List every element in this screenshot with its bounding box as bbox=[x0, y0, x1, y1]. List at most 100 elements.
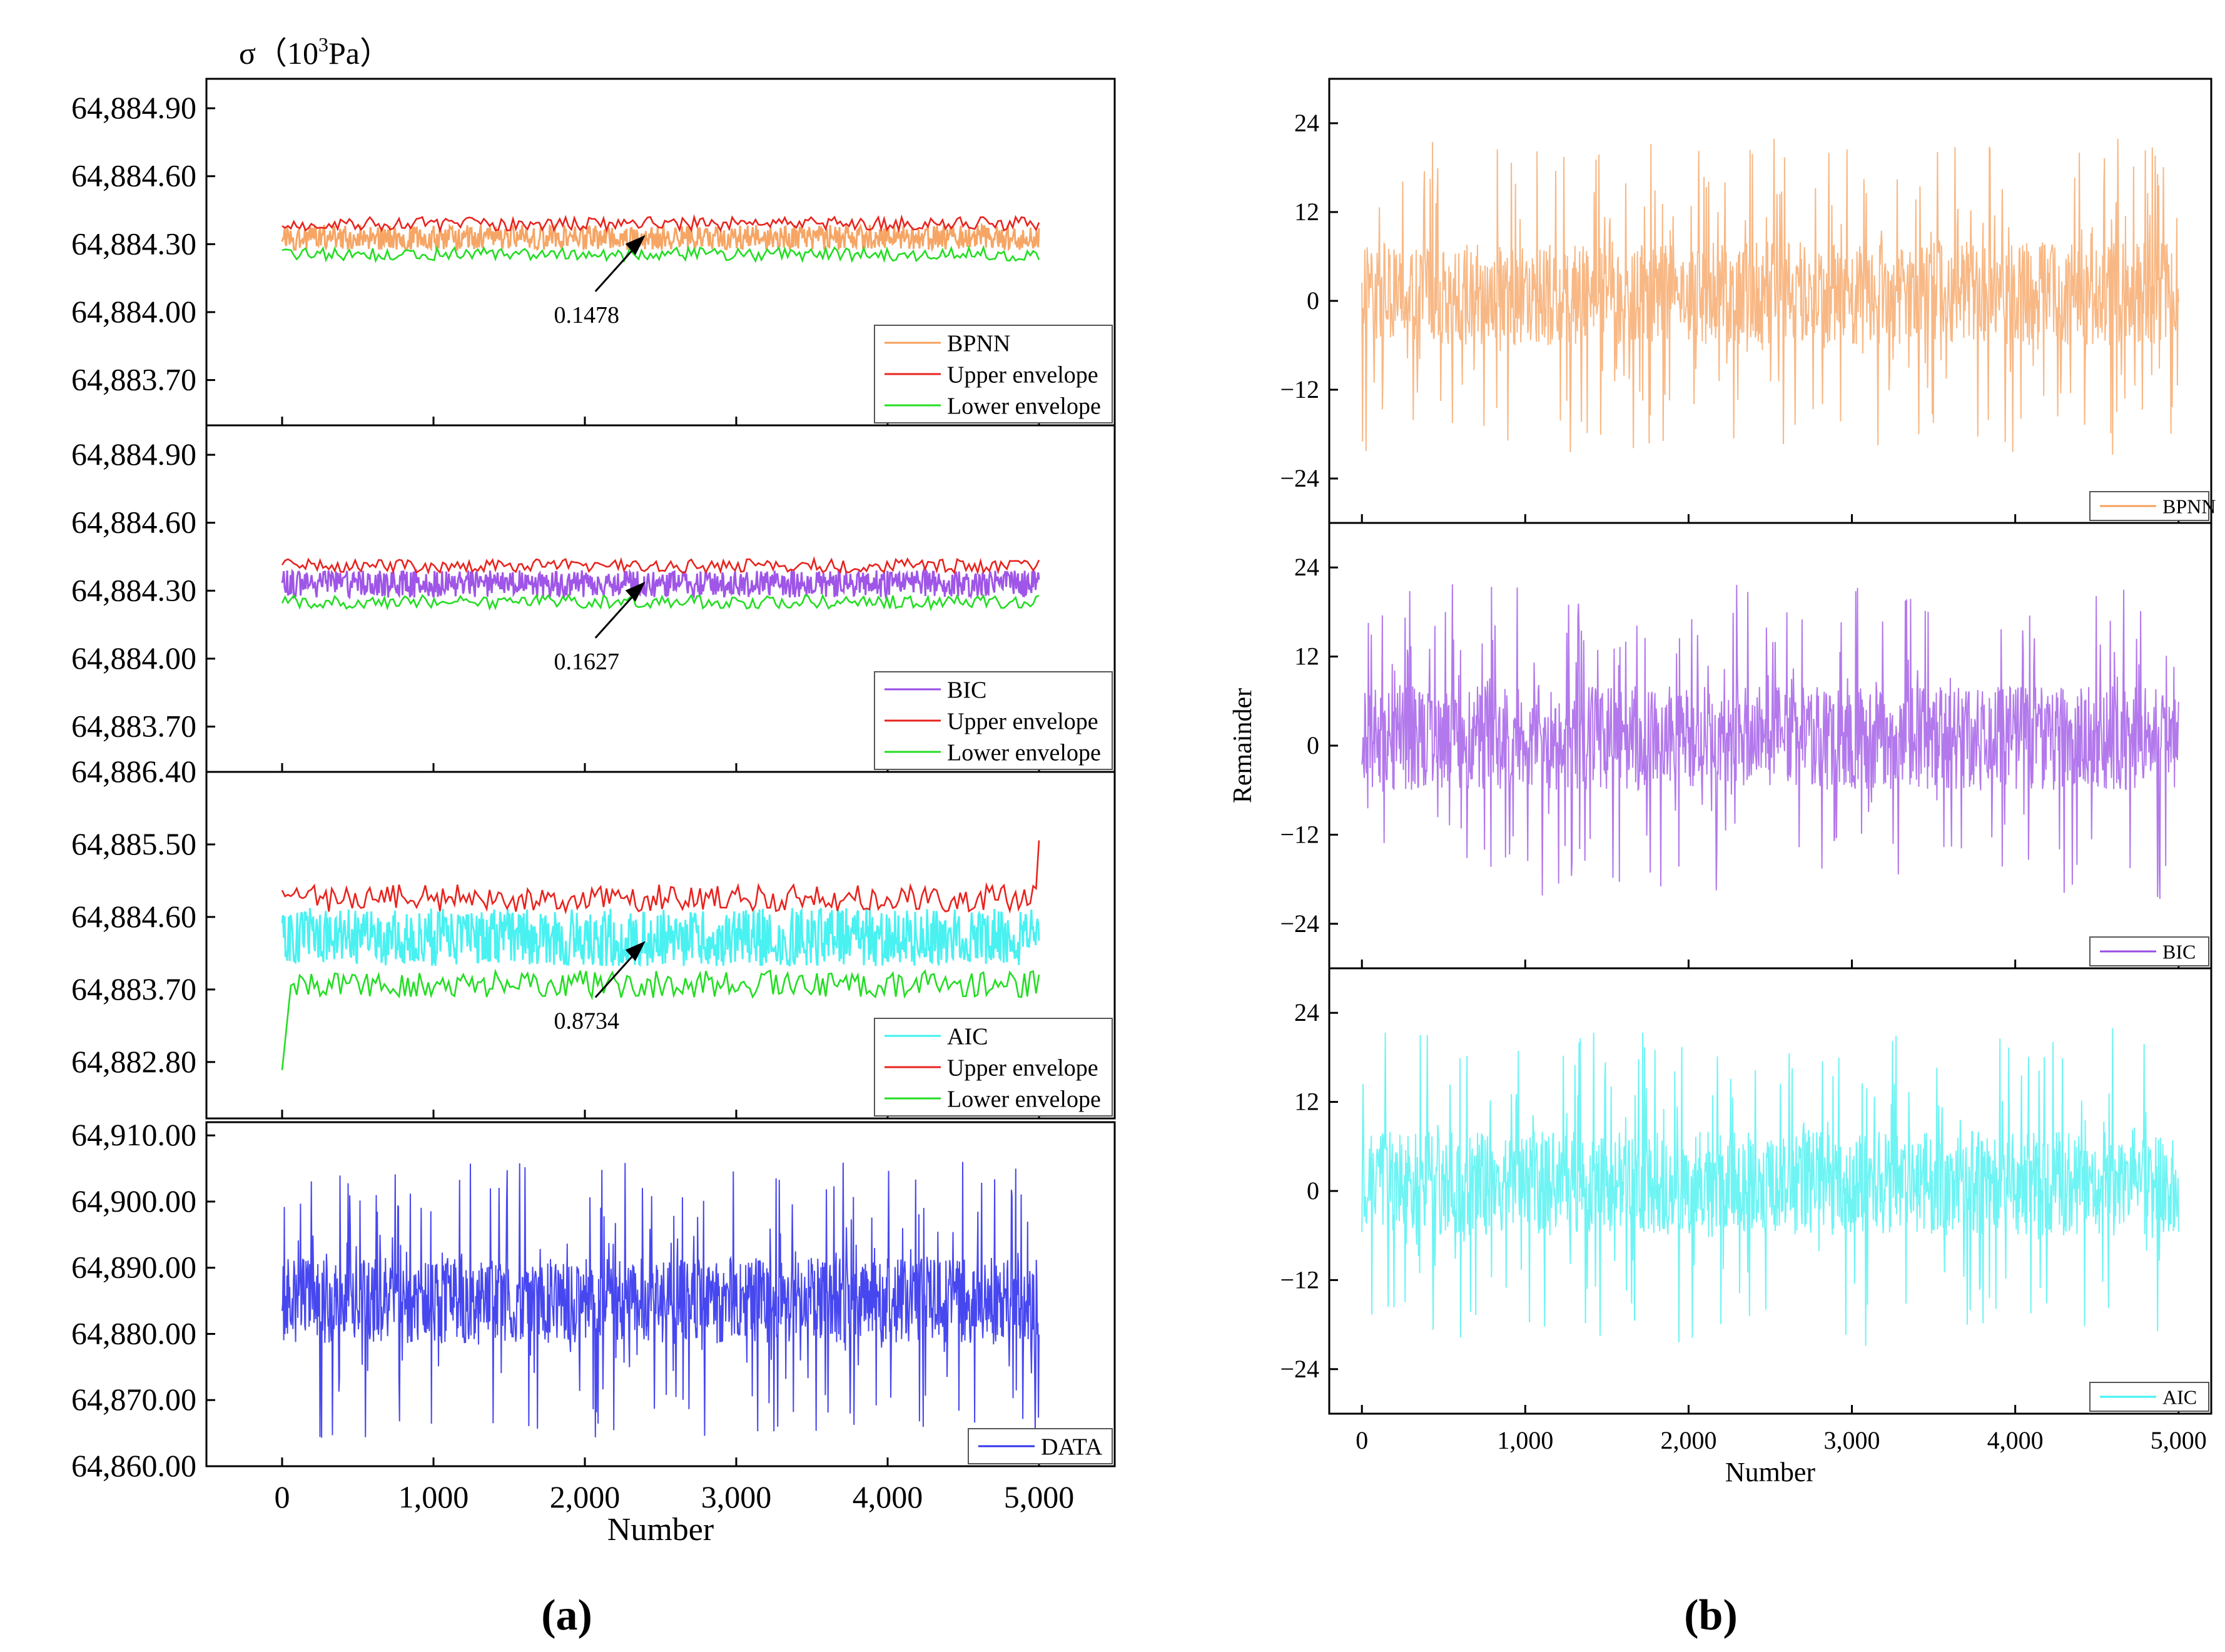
y-tick-label-a3-1: 64,883.70 bbox=[71, 971, 196, 1006]
legend-a4: DATA bbox=[968, 1428, 1113, 1464]
plot-area-b3 bbox=[1361, 1028, 2179, 1346]
annotation-label-a1: 0.1478 bbox=[554, 302, 620, 328]
plot-area-b1 bbox=[1361, 138, 2179, 455]
chart-a4: 64,860.00 64,870.00 64,880.00 64,890.00 64,9… bbox=[71, 1117, 1116, 1548]
y-tick-label-b1-2: 0 bbox=[1307, 286, 1319, 315]
x-tick-label-a4-0: 0 bbox=[275, 1479, 290, 1514]
plot-area-b2 bbox=[1361, 584, 2179, 899]
x-tick-label-a4-4: 4,000 bbox=[853, 1479, 923, 1514]
series-b1-bpnn bbox=[1361, 138, 2179, 455]
legend-label-a3-0: AIC bbox=[947, 1024, 988, 1050]
y-tick-label-a2-1: 64,884.00 bbox=[71, 641, 196, 676]
y-tick-label-a3-0: 64,882.80 bbox=[71, 1044, 196, 1079]
series-b2-bic bbox=[1361, 584, 2179, 899]
y-tick-label-a3-3: 64,885.50 bbox=[71, 826, 196, 861]
legend-b2: BIC bbox=[2089, 936, 2209, 966]
x-tick-label-a4-5: 5,000 bbox=[1004, 1479, 1075, 1514]
y-tick-label-b1-0: −24 bbox=[1280, 464, 1319, 492]
figure-label-a: (a) bbox=[541, 1591, 592, 1639]
y-tick-label-b2-4: 24 bbox=[1294, 553, 1319, 581]
y-tick-label-a1-1: 64,884.00 bbox=[71, 294, 196, 329]
x-tick-label-a4-2: 2,000 bbox=[550, 1479, 621, 1514]
y-tick-label-b2-1: −12 bbox=[1280, 820, 1319, 848]
y-tick-label-a4-5: 64,910.00 bbox=[71, 1117, 196, 1152]
y-tick-label-a1-2: 64,884.30 bbox=[71, 226, 196, 261]
chart-b2: −24 −12 0 12 24 Remainder BIC bbox=[1229, 522, 2212, 970]
y-tick-label-a4-3: 64,890.00 bbox=[71, 1250, 196, 1285]
legend-label-a2-2: Lower envelope bbox=[947, 740, 1101, 766]
y-axis-label-tail: Pa） bbox=[328, 36, 391, 71]
annotation-arrow-head-a2 bbox=[625, 581, 646, 602]
y-tick-label-a3-4: 64,886.40 bbox=[71, 754, 196, 789]
plot-area-a2 bbox=[281, 555, 1040, 612]
legend-label-a3-2: Lower envelope bbox=[947, 1087, 1101, 1113]
y-tick-label-a1-3: 64,884.60 bbox=[71, 158, 196, 193]
legend-label-a1-1: Upper envelope bbox=[947, 362, 1098, 388]
y-tick-label-b2-2: 0 bbox=[1307, 731, 1319, 759]
series-a2-upper-envelope bbox=[281, 555, 1040, 575]
series-a3-lower-envelope bbox=[281, 968, 1040, 1070]
x-tick-label-b3-2: 2,000 bbox=[1660, 1426, 1716, 1454]
legend-b3: AIC bbox=[2089, 1382, 2209, 1412]
x-tick-label-b3-1: 1,000 bbox=[1497, 1426, 1553, 1454]
legend-a3: AIC Upper envelope Lower envelope bbox=[874, 1018, 1113, 1117]
annotation-arrow-head-a3 bbox=[625, 941, 646, 961]
x-tick-label-a4-3: 3,000 bbox=[701, 1479, 772, 1514]
y-tick-label-b3-3: 12 bbox=[1294, 1088, 1319, 1116]
y-axis-label-sup: 3 bbox=[318, 33, 328, 56]
series-a1-lower-envelope bbox=[281, 245, 1040, 263]
legend-a2: BIC Upper envelope Lower envelope bbox=[874, 671, 1113, 770]
series-a2-lower-envelope bbox=[281, 593, 1040, 612]
annotation-label-a3: 0.8734 bbox=[554, 1008, 620, 1035]
legend-label-a2-0: BIC bbox=[947, 677, 986, 704]
legend-label-a1-0: BPNN bbox=[947, 331, 1010, 357]
x-tick-label-b3-3: 3,000 bbox=[1824, 1426, 1880, 1454]
legend-label-a3-1: Upper envelope bbox=[947, 1055, 1098, 1082]
chart-a3: 64,882.80 64,883.70 64,884.60 64,885.50 64,8… bbox=[71, 754, 1116, 1120]
series-a1-upper-envelope bbox=[281, 214, 1040, 233]
panel-b: −24 −12 0 12 24 BPNN −24 −12 0 12 24 Remainder BIC −2… bbox=[1229, 78, 2216, 1487]
chart-b1: −24 −12 0 12 24 BPNN bbox=[1280, 78, 2216, 524]
y-tick-label-a4-2: 64,880.00 bbox=[71, 1315, 196, 1350]
x-tick-label-a4-1: 1,000 bbox=[398, 1479, 469, 1514]
y-axis-label-b2: Remainder bbox=[1229, 688, 1257, 803]
y-tick-label-b3-1: −12 bbox=[1280, 1265, 1319, 1294]
series-a2-bic bbox=[281, 567, 1040, 600]
legend-b1: BPNN bbox=[2089, 491, 2216, 521]
y-tick-label-a2-2: 64,884.30 bbox=[71, 572, 196, 607]
y-tick-label-b1-1: −12 bbox=[1280, 375, 1319, 403]
x-axis-label-a4: Number bbox=[607, 1512, 714, 1548]
legend-label-b2-0: BIC bbox=[2162, 941, 2196, 963]
y-axis-label-main: σ（10 bbox=[239, 36, 318, 71]
y-tick-label-b1-3: 12 bbox=[1294, 198, 1319, 226]
figure-label-b: (b) bbox=[1684, 1591, 1738, 1639]
legend-label-a4-0: DATA bbox=[1041, 1434, 1103, 1461]
legend-label-b3-0: AIC bbox=[2162, 1386, 2197, 1409]
y-tick-label-b1-4: 24 bbox=[1294, 109, 1319, 137]
series-b3-aic bbox=[1361, 1028, 2179, 1346]
plot-area-a4 bbox=[281, 1162, 1040, 1438]
y-tick-label-b2-0: −24 bbox=[1280, 910, 1319, 938]
y-tick-label-a2-4: 64,884.90 bbox=[71, 437, 196, 472]
y-tick-label-a4-0: 64,860.00 bbox=[71, 1448, 196, 1483]
y-tick-label-a2-0: 64,883.70 bbox=[71, 709, 196, 744]
y-tick-label-b3-0: −24 bbox=[1280, 1355, 1319, 1383]
x-tick-label-b3-5: 5,000 bbox=[2151, 1426, 2207, 1454]
legend-label-a2-1: Upper envelope bbox=[947, 709, 1098, 735]
chart-a1: 64,883.70 64,884.00 64,884.30 64,884.60 64,8… bbox=[71, 33, 1116, 427]
chart-a2: 64,883.70 64,884.00 64,884.30 64,884.60 64,8… bbox=[71, 424, 1116, 773]
y-tick-label-a1-4: 64,884.90 bbox=[71, 90, 196, 125]
y-tick-label-a1-0: 64,883.70 bbox=[71, 362, 196, 397]
x-axis-label-b3: Number bbox=[1725, 1457, 1816, 1487]
annotation-arrow-head-a1 bbox=[625, 235, 646, 255]
series-a4-data bbox=[281, 1162, 1040, 1438]
plot-area-a1 bbox=[281, 214, 1040, 263]
series-a1-bpnn bbox=[281, 222, 1040, 253]
legend-a1: BPNN Upper envelope Lower envelope bbox=[874, 325, 1113, 423]
annotation-label-a2: 0.1627 bbox=[554, 649, 620, 675]
axes-frame-a4 bbox=[205, 1121, 1116, 1467]
legend-label-a1-2: Lower envelope bbox=[947, 393, 1101, 420]
y-axis-label-a1: σ（103Pa） bbox=[239, 33, 391, 71]
y-tick-label-a4-4: 64,900.00 bbox=[71, 1183, 196, 1219]
